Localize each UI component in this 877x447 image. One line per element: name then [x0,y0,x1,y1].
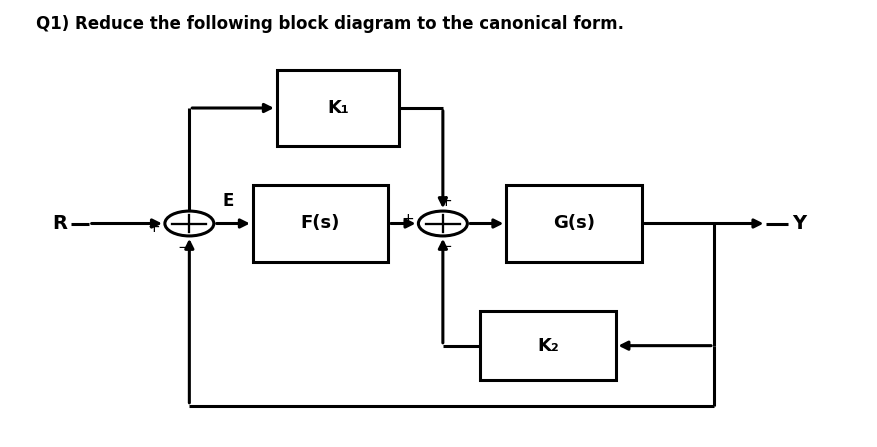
Text: K₁: K₁ [327,99,349,117]
Text: G(s): G(s) [553,215,595,232]
Text: E: E [223,192,234,210]
FancyBboxPatch shape [480,311,616,380]
Text: −: − [439,240,452,254]
Text: R: R [52,214,67,233]
Text: F(s): F(s) [301,215,340,232]
Circle shape [418,211,467,236]
FancyBboxPatch shape [506,185,642,262]
FancyBboxPatch shape [253,185,389,262]
Text: +: + [402,211,414,227]
Text: −: − [178,240,190,255]
Text: +: + [439,194,452,209]
Text: +: + [147,220,160,236]
Circle shape [165,211,214,236]
Text: Y: Y [793,214,807,233]
FancyBboxPatch shape [277,70,399,146]
Text: K₂: K₂ [537,337,559,354]
Text: Q1) Reduce the following block diagram to the canonical form.: Q1) Reduce the following block diagram t… [36,15,624,33]
